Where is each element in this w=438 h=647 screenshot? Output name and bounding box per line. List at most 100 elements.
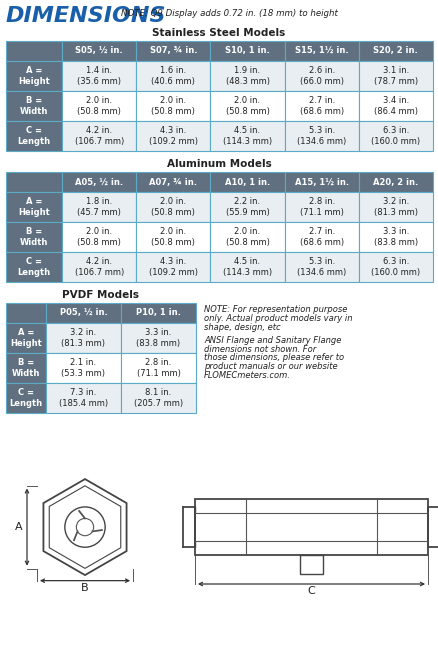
Bar [6,222,62,252]
Bar [136,172,211,192]
Bar [211,192,285,222]
Bar [285,91,359,121]
Text: 5.3 in.
(134.6 mm): 5.3 in. (134.6 mm) [297,126,346,146]
Bar [121,383,196,413]
Text: 2.8 in.
(71.1 mm): 2.8 in. (71.1 mm) [300,197,343,217]
Text: 1.9 in.
(48.3 mm): 1.9 in. (48.3 mm) [226,66,269,85]
Text: only. Actual product models vary in: only. Actual product models vary in [204,314,353,323]
Bar [121,323,196,353]
Text: C =
Length: C = Length [9,388,42,408]
Text: A15, 1½ in.: A15, 1½ in. [295,177,349,186]
Text: S20, 2 in.: S20, 2 in. [374,47,418,56]
Bar [6,61,62,91]
Bar [136,252,211,282]
Bar [62,222,136,252]
Text: 2.6 in.
(66.0 mm): 2.6 in. (66.0 mm) [300,66,344,85]
Text: 8.1 in.
(205.7 mm): 8.1 in. (205.7 mm) [134,388,183,408]
Text: 2.0 in.
(50.8 mm): 2.0 in. (50.8 mm) [152,96,195,116]
Text: S05, ½ in.: S05, ½ in. [75,47,123,56]
Text: C =
Length: C = Length [18,258,51,277]
Bar [359,61,433,91]
Text: 5.3 in.
(134.6 mm): 5.3 in. (134.6 mm) [297,258,346,277]
Text: B =
Width: B = Width [12,358,40,378]
Text: A: A [15,522,23,532]
Text: ANSI Flange and Sanitary Flange: ANSI Flange and Sanitary Flange [204,336,341,345]
Bar [136,222,211,252]
Bar [211,222,285,252]
Bar [359,91,433,121]
Bar [6,303,46,323]
Bar [46,353,121,383]
Bar [136,61,211,91]
Text: Stainless Steel Models: Stainless Steel Models [152,28,286,38]
Text: 1.4 in.
(35.6 mm): 1.4 in. (35.6 mm) [77,66,121,85]
Text: 2.0 in.
(50.8 mm): 2.0 in. (50.8 mm) [226,96,269,116]
Text: B =
Width: B = Width [20,96,48,116]
Text: 3.3 in.
(83.8 mm): 3.3 in. (83.8 mm) [374,227,418,247]
Text: those dimensions, please refer to: those dimensions, please refer to [204,353,344,362]
Text: NOTE: Q9 Display adds 0.72 in. (18 mm) to height: NOTE: Q9 Display adds 0.72 in. (18 mm) t… [121,9,338,18]
Bar [62,192,136,222]
Text: 2.0 in.
(50.8 mm): 2.0 in. (50.8 mm) [226,227,269,247]
Bar [136,121,211,151]
Bar [359,192,433,222]
Bar [46,303,121,323]
Text: 6.3 in.
(160.0 mm): 6.3 in. (160.0 mm) [371,258,420,277]
Bar [359,252,433,282]
Bar [62,172,136,192]
Bar [359,121,433,151]
Text: 3.1 in.
(78.7 mm): 3.1 in. (78.7 mm) [374,66,418,85]
Text: 3.2 in.
(81.3 mm): 3.2 in. (81.3 mm) [374,197,418,217]
Bar [300,554,323,574]
Text: NOTE: For representation purpose: NOTE: For representation purpose [204,305,347,314]
Text: DIMENSIONS: DIMENSIONS [6,6,166,26]
Bar [195,499,428,554]
Text: S10, 1 in.: S10, 1 in. [225,47,270,56]
Text: A =
Height: A = Height [10,328,42,347]
Text: dimensions not shown. For: dimensions not shown. For [204,345,316,354]
Text: 2.0 in.
(50.8 mm): 2.0 in. (50.8 mm) [78,227,121,247]
Text: 2.0 in.
(50.8 mm): 2.0 in. (50.8 mm) [152,227,195,247]
Text: 4.2 in.
(106.7 mm): 4.2 in. (106.7 mm) [74,258,124,277]
Text: A =
Height: A = Height [18,197,50,217]
Bar [285,172,359,192]
Bar [6,353,46,383]
Text: 2.0 in.
(50.8 mm): 2.0 in. (50.8 mm) [78,96,121,116]
Bar [211,121,285,151]
Bar [62,91,136,121]
Text: 2.1 in.
(53.3 mm): 2.1 in. (53.3 mm) [61,358,106,378]
Bar [6,172,62,192]
Text: P05, ½ in.: P05, ½ in. [60,309,107,318]
Text: B: B [81,583,89,593]
Bar [285,192,359,222]
Text: 4.3 in.
(109.2 mm): 4.3 in. (109.2 mm) [149,126,198,146]
Text: 2.0 in.
(50.8 mm): 2.0 in. (50.8 mm) [152,197,195,217]
Text: A07, ¾ in.: A07, ¾ in. [149,177,198,186]
Text: S07, ¾ in.: S07, ¾ in. [150,47,197,56]
Bar [211,41,285,61]
Text: 4.5 in.
(114.3 mm): 4.5 in. (114.3 mm) [223,126,272,146]
Text: 4.5 in.
(114.3 mm): 4.5 in. (114.3 mm) [223,258,272,277]
Text: 2.8 in.
(71.1 mm): 2.8 in. (71.1 mm) [137,358,180,378]
Text: 3.4 in.
(86.4 mm): 3.4 in. (86.4 mm) [374,96,418,116]
Text: P10, 1 in.: P10, 1 in. [136,309,181,318]
Bar [46,323,121,353]
Text: 3.2 in.
(81.3 mm): 3.2 in. (81.3 mm) [61,328,106,347]
Text: 1.6 in.
(40.6 mm): 1.6 in. (40.6 mm) [152,66,195,85]
Text: product manuals or our website: product manuals or our website [204,362,338,371]
Bar [285,61,359,91]
Text: 2.7 in.
(68.6 mm): 2.7 in. (68.6 mm) [300,227,344,247]
Bar [46,383,121,413]
Bar [136,41,211,61]
Text: 2.2 in.
(55.9 mm): 2.2 in. (55.9 mm) [226,197,269,217]
Bar [136,91,211,121]
Text: A10, 1 in.: A10, 1 in. [225,177,270,186]
Text: 1.8 in.
(45.7 mm): 1.8 in. (45.7 mm) [78,197,121,217]
Bar [62,41,136,61]
Bar [285,41,359,61]
Bar [359,172,433,192]
Bar [359,41,433,61]
Text: FLOMECmeters.com.: FLOMECmeters.com. [204,371,291,380]
Bar [285,252,359,282]
Text: A05, ½ in.: A05, ½ in. [75,177,124,186]
